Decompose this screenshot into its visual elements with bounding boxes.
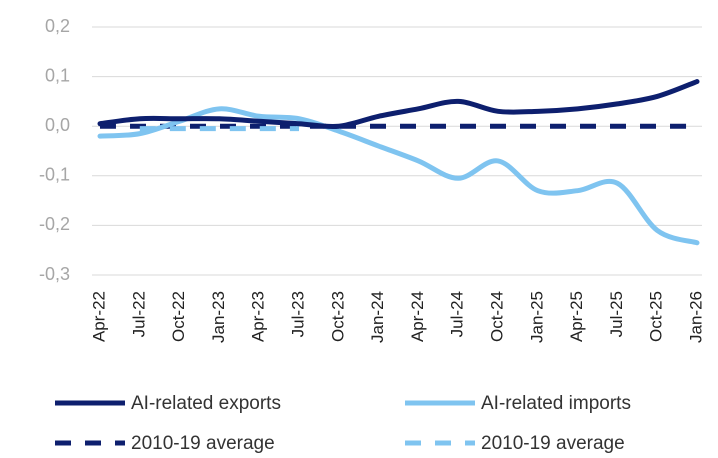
y-tick-label: -0,2 bbox=[39, 214, 70, 234]
x-tick-label: Oct-25 bbox=[647, 291, 666, 342]
y-tick-label: 0,2 bbox=[45, 16, 70, 36]
x-tick-label: Jul-22 bbox=[129, 291, 148, 337]
x-tick-label: Jul-24 bbox=[448, 291, 467, 337]
x-tick-label: Jul-23 bbox=[288, 291, 307, 337]
legend-label: AI-related imports bbox=[481, 393, 631, 414]
legend-label: 2010-19 average bbox=[131, 433, 275, 454]
series-line bbox=[97, 79, 700, 129]
x-tick-label: Jan-23 bbox=[209, 291, 228, 343]
y-tick-label: -0,3 bbox=[39, 264, 70, 284]
legend-label: AI-related exports bbox=[131, 393, 281, 414]
series-line bbox=[97, 106, 700, 246]
y-tick-label: -0,1 bbox=[39, 165, 70, 185]
x-tick-label: Jul-25 bbox=[607, 291, 626, 337]
x-tick-label: Oct-24 bbox=[487, 291, 506, 342]
x-tick-label: Apr-25 bbox=[567, 291, 586, 342]
x-tick-label: Apr-23 bbox=[249, 291, 268, 342]
x-tick-label: Apr-24 bbox=[408, 291, 427, 342]
x-tick-label: Oct-23 bbox=[328, 291, 347, 342]
y-tick-label: 0,0 bbox=[45, 115, 70, 135]
x-tick-label: Oct-22 bbox=[169, 291, 188, 342]
y-tick-label: 0,1 bbox=[45, 65, 70, 85]
x-tick-label: Jan-25 bbox=[527, 291, 546, 343]
x-tick-label: Jan-24 bbox=[368, 291, 387, 343]
x-tick-label: Jan-26 bbox=[686, 291, 705, 343]
legend-label: 2010-19 average bbox=[481, 433, 625, 454]
x-tick-label: Apr-22 bbox=[89, 291, 108, 342]
